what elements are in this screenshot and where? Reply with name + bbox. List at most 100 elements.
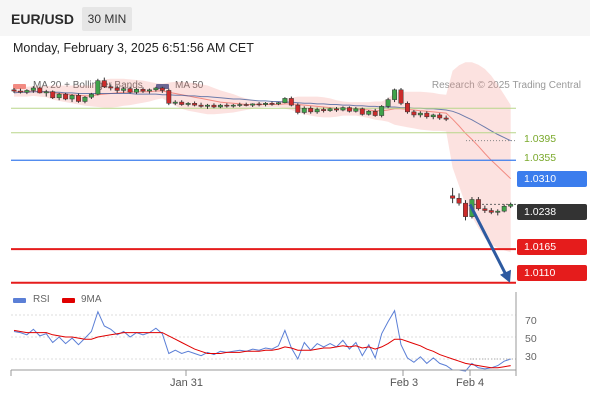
candle bbox=[366, 110, 372, 116]
candle bbox=[372, 108, 378, 117]
projection-arrow-head bbox=[500, 269, 511, 283]
candle bbox=[321, 107, 327, 113]
candle bbox=[276, 102, 281, 106]
candle bbox=[398, 87, 404, 106]
x-tick-feb4: Feb 4 bbox=[456, 377, 485, 389]
level-label-5: 1.0165 bbox=[517, 239, 587, 255]
candle bbox=[166, 88, 172, 106]
candle bbox=[76, 93, 81, 103]
candle bbox=[101, 77, 107, 88]
candle bbox=[50, 90, 56, 100]
candle bbox=[63, 92, 69, 101]
candle bbox=[282, 97, 288, 104]
candle bbox=[482, 205, 488, 213]
rsi-ma-legend-label: 9MA bbox=[81, 294, 102, 305]
candle bbox=[475, 197, 481, 211]
candle bbox=[11, 87, 17, 93]
rsi-tick-30: 30 bbox=[525, 351, 537, 363]
candle bbox=[205, 103, 210, 109]
chart-toolbar: EUR/USD 30 MIN bbox=[0, 0, 590, 36]
candle bbox=[114, 85, 120, 93]
projection-arrow bbox=[468, 203, 509, 278]
candle bbox=[147, 88, 152, 94]
rsi-tick-70: 70 bbox=[525, 315, 537, 327]
candle bbox=[495, 209, 501, 216]
rsi-panel bbox=[11, 292, 516, 370]
rsi-line bbox=[13, 309, 511, 372]
candle bbox=[417, 111, 423, 118]
x-tick-feb3: Feb 3 bbox=[390, 377, 419, 389]
candle bbox=[288, 96, 294, 107]
bollinger-legend-swatch bbox=[13, 84, 26, 89]
candle bbox=[88, 92, 94, 100]
candle bbox=[488, 208, 494, 215]
x-tick-jan31: Jan 31 bbox=[170, 377, 204, 389]
candle bbox=[192, 101, 198, 107]
candle bbox=[198, 102, 204, 108]
ma50-legend-label: MA 50 bbox=[175, 80, 204, 91]
candle bbox=[243, 102, 249, 107]
candle bbox=[334, 106, 339, 112]
candle bbox=[263, 102, 269, 107]
candle bbox=[392, 88, 398, 103]
bollinger-middle bbox=[14, 90, 512, 180]
candle bbox=[230, 103, 236, 108]
instrument-label[interactable]: EUR/USD bbox=[11, 11, 75, 27]
candle bbox=[405, 101, 410, 114]
candle bbox=[30, 86, 36, 93]
candle bbox=[24, 89, 30, 95]
bollinger-legend-label: MA 20 + Bollinger Bands bbox=[33, 80, 143, 91]
candle bbox=[463, 200, 468, 221]
candle bbox=[346, 106, 352, 113]
candle bbox=[217, 103, 223, 109]
level-label-3: 1.0310 bbox=[517, 171, 587, 187]
timeframe-button[interactable]: 30 MIN bbox=[82, 7, 132, 31]
candle bbox=[153, 86, 159, 92]
candle bbox=[353, 106, 359, 113]
rsi-ma-line bbox=[13, 329, 511, 369]
candle bbox=[295, 103, 301, 115]
candle bbox=[82, 95, 88, 104]
candle bbox=[314, 107, 320, 114]
candle bbox=[379, 105, 385, 118]
rsi-tick-50: 50 bbox=[525, 333, 537, 345]
candle bbox=[224, 103, 230, 108]
candle bbox=[95, 78, 101, 96]
candle bbox=[69, 94, 75, 103]
bollinger-band bbox=[14, 62, 511, 253]
candle bbox=[385, 97, 391, 109]
candle bbox=[437, 113, 443, 120]
candle bbox=[56, 92, 62, 101]
candle bbox=[308, 106, 314, 114]
candle bbox=[127, 86, 133, 94]
candle bbox=[237, 102, 243, 107]
chart-datetime: Monday, February 3, 2025 6:51:56 AM CET bbox=[13, 41, 254, 55]
candle bbox=[43, 89, 49, 97]
rsi-legend-label: RSI bbox=[33, 294, 50, 305]
candle bbox=[359, 107, 365, 116]
candle bbox=[185, 102, 191, 107]
candle bbox=[269, 101, 275, 106]
candle bbox=[140, 87, 146, 93]
candle bbox=[211, 103, 217, 109]
candle bbox=[430, 113, 436, 120]
candle bbox=[250, 103, 256, 107]
candle bbox=[18, 88, 23, 94]
rsi-ma-legend-swatch bbox=[62, 298, 75, 303]
candle bbox=[108, 84, 114, 91]
level-label-2: 1.0355 bbox=[524, 152, 557, 164]
candle bbox=[134, 87, 140, 95]
last-price-label: 1.0238 bbox=[517, 204, 587, 220]
candle bbox=[172, 100, 178, 106]
research-credit: Research © 2025 Trading Central bbox=[431, 80, 581, 91]
level-label-6: 1.0110 bbox=[517, 265, 587, 281]
candle bbox=[443, 115, 449, 122]
ma50-legend-swatch bbox=[156, 84, 169, 89]
candle bbox=[256, 102, 262, 107]
candle bbox=[159, 86, 165, 93]
candle bbox=[508, 202, 514, 209]
candle bbox=[327, 107, 333, 112]
rsi-legend-swatch bbox=[13, 298, 26, 303]
candle bbox=[301, 106, 307, 115]
